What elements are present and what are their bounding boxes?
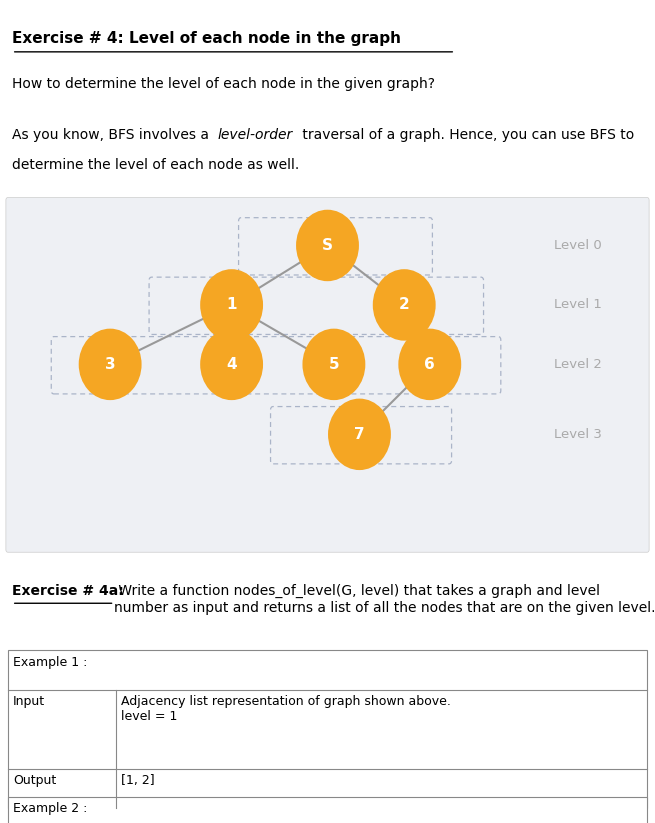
Text: Level 1: Level 1: [554, 299, 603, 311]
Text: level-order: level-order: [217, 128, 292, 142]
Text: 1: 1: [227, 297, 237, 313]
Text: Exercise # 4a:: Exercise # 4a:: [12, 584, 124, 598]
Text: Output: Output: [13, 774, 56, 788]
Text: 6: 6: [424, 357, 435, 372]
Text: determine the level of each node as well.: determine the level of each node as well…: [12, 158, 299, 172]
Text: 4: 4: [226, 357, 237, 372]
Text: Exercise # 4: Level of each node in the graph: Exercise # 4: Level of each node in the …: [12, 31, 401, 46]
Ellipse shape: [328, 398, 391, 470]
Text: 3: 3: [105, 357, 115, 372]
Ellipse shape: [398, 328, 461, 400]
Ellipse shape: [296, 210, 359, 281]
Text: Level 2: Level 2: [554, 358, 603, 371]
Text: How to determine the level of each node in the given graph?: How to determine the level of each node …: [12, 77, 435, 91]
Ellipse shape: [200, 269, 263, 341]
Ellipse shape: [373, 269, 436, 341]
FancyBboxPatch shape: [6, 198, 649, 552]
Text: As you know, BFS involves a: As you know, BFS involves a: [12, 128, 213, 142]
Text: 2: 2: [399, 297, 409, 313]
Text: Write a function nodes_of_level(G, level) that takes a graph and level
number as: Write a function nodes_of_level(G, level…: [115, 584, 655, 615]
Text: traversal of a graph. Hence, you can use BFS to: traversal of a graph. Hence, you can use…: [298, 128, 634, 142]
FancyBboxPatch shape: [8, 797, 647, 823]
Ellipse shape: [79, 328, 141, 400]
Text: Adjacency list representation of graph shown above.
level = 1: Adjacency list representation of graph s…: [121, 695, 451, 723]
Text: Input: Input: [13, 695, 45, 709]
Text: 5: 5: [329, 357, 339, 372]
Text: Example 1 :: Example 1 :: [13, 656, 88, 669]
Text: S: S: [322, 238, 333, 253]
Text: [1, 2]: [1, 2]: [121, 774, 155, 788]
Text: Example 2 :: Example 2 :: [13, 802, 88, 816]
Ellipse shape: [200, 328, 263, 400]
Ellipse shape: [303, 328, 365, 400]
Text: 7: 7: [354, 427, 365, 442]
FancyBboxPatch shape: [8, 650, 647, 808]
Text: Level 3: Level 3: [554, 428, 603, 441]
Text: Level 0: Level 0: [554, 239, 602, 252]
